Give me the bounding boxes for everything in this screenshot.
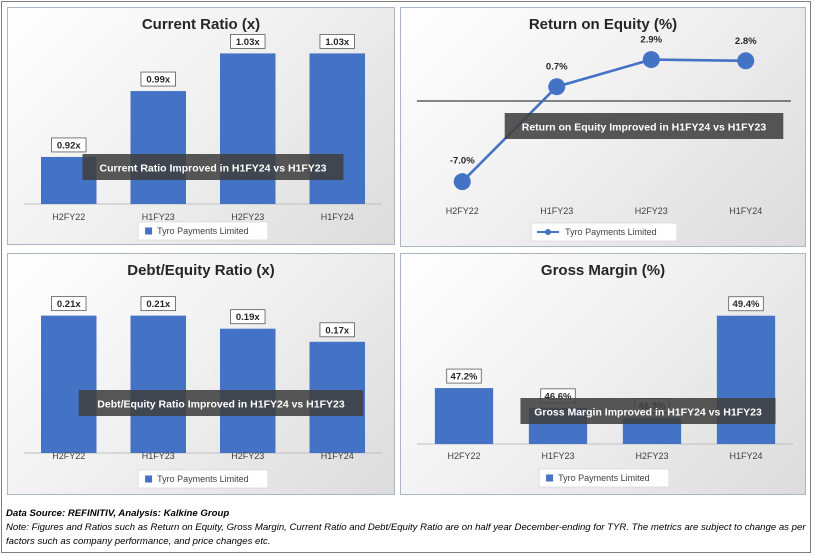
debt-equity-chart: 0.21x H2FY22 0.21x H1FY23 0.19x H2FY23 0.17x H1… bbox=[24, 296, 382, 489]
data-point-h1fy24 bbox=[737, 52, 755, 70]
annotation-box bbox=[78, 390, 364, 416]
footer: Data Source: REFINITIV, Analysis: Kalkin… bbox=[6, 507, 806, 549]
data-point-h2fy23 bbox=[642, 51, 660, 69]
legend-swatch bbox=[145, 227, 153, 235]
data-label: 0.99x bbox=[146, 75, 170, 86]
x-tick-label: H1FY24 bbox=[729, 206, 762, 216]
annotation-text: Return on Equity Improved in H1FY24 vs H… bbox=[522, 122, 767, 134]
legend-marker bbox=[545, 229, 552, 235]
data-label-box bbox=[51, 296, 87, 312]
data-label-box bbox=[728, 296, 764, 312]
return-on-equity-chart: -7.0% H2FY22 0.7% H1FY23 2.9% H2FY23 2.8% H1FY2… bbox=[417, 35, 791, 242]
data-label: 49.4% bbox=[733, 299, 760, 310]
data-label-box bbox=[319, 34, 355, 49]
return-on-equity-panel: Return on Equity (%) -7.0% H2FY22 0.7% H1FY… bbox=[400, 7, 806, 247]
data-label-box bbox=[230, 34, 266, 49]
x-tick-label: H2FY23 bbox=[635, 451, 668, 461]
bar-h2fy23 bbox=[220, 53, 276, 204]
legend-label: Tyro Payments Limited bbox=[565, 227, 657, 237]
legend-label: Tyro Payments Limited bbox=[157, 474, 249, 484]
legend-box bbox=[137, 221, 269, 241]
data-label-box bbox=[446, 368, 482, 384]
data-label-box bbox=[319, 322, 355, 338]
legend-box bbox=[530, 222, 678, 242]
current-ratio-chart: 0.92x H2FY22 0.99x H1FY23 1.03x H2FY23 1.03x H1… bbox=[24, 34, 382, 241]
footnote: Note: Figures and Ratios such as Return … bbox=[6, 522, 806, 547]
x-tick-label: H2FY23 bbox=[231, 451, 264, 461]
data-label: 0.19x bbox=[236, 312, 260, 323]
x-tick-label: H2FY22 bbox=[447, 451, 480, 461]
annotation-text: Current Ratio Improved in H1FY24 vs H1FY… bbox=[100, 163, 327, 175]
legend-box bbox=[538, 468, 670, 488]
gross-margin-panel: Gross Margin (%) 47.2% H2FY22 46.6% H1FY23 4… bbox=[400, 253, 806, 495]
x-tick-label: H1FY23 bbox=[540, 206, 573, 216]
current-ratio-panel: Current Ratio (x) 0.92x H2FY22 0.99x H1FY23… bbox=[7, 7, 395, 245]
bar-h1fy23 bbox=[130, 91, 186, 204]
x-tick-label: H2FY22 bbox=[52, 451, 85, 461]
data-label: 1.03x bbox=[236, 37, 260, 48]
data-label: 2.9% bbox=[640, 35, 662, 46]
data-label: 47.2% bbox=[451, 372, 478, 383]
data-label: 2.8% bbox=[735, 36, 757, 47]
data-label-box bbox=[140, 296, 176, 312]
data-label: -7.0% bbox=[450, 156, 475, 167]
data-source: Data Source: REFINITIV, Analysis: Kalkin… bbox=[6, 508, 230, 519]
x-tick-label: H1FY24 bbox=[321, 451, 354, 461]
data-label: 1.03x bbox=[325, 37, 349, 48]
legend-box bbox=[137, 469, 269, 489]
legend-label: Tyro Payments Limited bbox=[157, 226, 249, 236]
chart-title: Debt/Equity Ratio (x) bbox=[127, 262, 275, 279]
data-label: 0.17x bbox=[325, 325, 349, 336]
bar-h1fy23 bbox=[130, 315, 186, 453]
bar-h1fy24 bbox=[716, 315, 776, 444]
bar-h1fy24 bbox=[309, 53, 365, 204]
gross-margin-chart: 47.2%H2FY2246.6%H1FY2346.3%H2FY2349.4%H1… bbox=[417, 296, 793, 488]
legend-label: Tyro Payments Limited bbox=[558, 473, 650, 483]
x-tick-label: H1FY23 bbox=[142, 451, 175, 461]
annotation-box bbox=[504, 113, 784, 139]
chart-title: Return on Equity (%) bbox=[528, 16, 678, 33]
x-tick-label: H2FY22 bbox=[52, 212, 85, 222]
data-label: 0.21x bbox=[57, 299, 81, 310]
bar-h2fy22 bbox=[434, 388, 494, 444]
annotation-text: Debt/Equity Ratio Improved in H1FY24 vs … bbox=[97, 399, 345, 411]
data-label-box bbox=[51, 137, 87, 153]
x-tick-label: H1FY23 bbox=[142, 212, 175, 222]
bar-h2fy22 bbox=[41, 315, 97, 453]
annotation-text: Gross Margin Improved in H1FY24 vs H1FY2… bbox=[534, 407, 762, 419]
x-tick-label: H1FY23 bbox=[541, 451, 574, 461]
chart-title: Current Ratio (x) bbox=[141, 16, 261, 33]
data-label: 0.21x bbox=[146, 299, 170, 310]
data-point-h1fy23 bbox=[548, 78, 566, 96]
legend-swatch bbox=[145, 475, 153, 483]
data-label-box bbox=[230, 309, 266, 325]
data-label: 46.6% bbox=[545, 391, 572, 402]
data-label: 0.92x bbox=[57, 140, 81, 151]
data-label-box bbox=[140, 71, 176, 87]
x-tick-label: H1FY24 bbox=[729, 451, 762, 461]
x-tick-label: H1FY24 bbox=[321, 212, 354, 222]
x-tick-label: H2FY23 bbox=[231, 212, 264, 222]
x-tick-label: H2FY23 bbox=[635, 206, 668, 216]
chart-title: Gross Margin (%) bbox=[540, 262, 666, 279]
data-label: 0.7% bbox=[546, 62, 568, 73]
debt-equity-panel: Debt/Equity Ratio (x) 0.21x H2FY22 0.21x H1… bbox=[7, 253, 395, 495]
annotation-box bbox=[520, 398, 776, 424]
annotation-box bbox=[82, 154, 344, 180]
x-tick-label: H2FY22 bbox=[446, 206, 479, 216]
data-point-h2fy22 bbox=[453, 173, 471, 191]
legend-swatch bbox=[546, 474, 554, 482]
